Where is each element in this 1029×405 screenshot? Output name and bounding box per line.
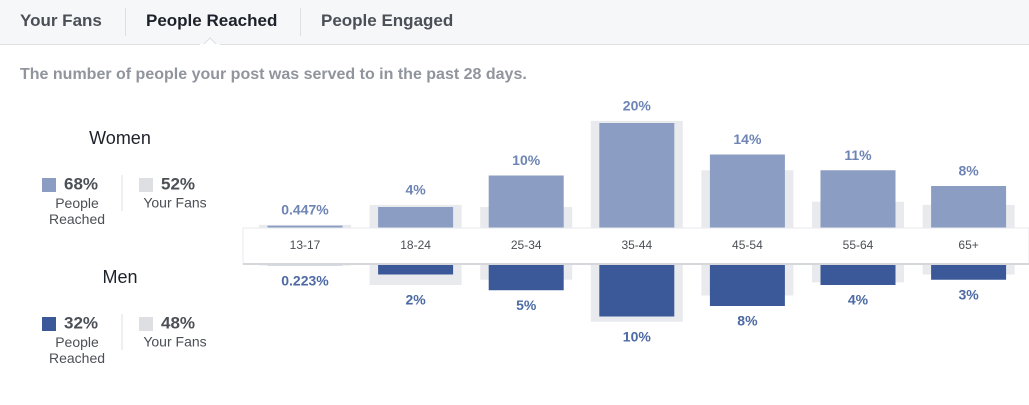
people-reached-bar [599,264,675,317]
value-label: 3% [958,286,979,302]
value-label: 0.223% [281,272,329,288]
people-reached-bar [488,264,564,291]
value-label: 10% [512,152,541,168]
category-label: 65+ [958,238,978,252]
value-label: 8% [958,163,979,179]
people-reached-bar [931,264,1007,280]
legend-swatch [139,178,153,192]
tab[interactable]: Your Fans [20,11,102,30]
legend-share: 32% [64,313,98,332]
legend-group-title: Women [89,128,151,148]
category-label: 13-17 [290,238,321,252]
legend-swatch [42,178,56,192]
category-label: 18-24 [400,238,431,252]
legend-swatch [42,317,56,331]
people-reached-bar [599,123,675,228]
active-tab-pointer [201,37,219,46]
tab-bar: Your Fans People Reached People Engaged [0,0,1029,45]
category-label: 45-54 [732,238,763,252]
legend-label: People Reached [49,334,105,366]
people-reached-bar [931,186,1007,228]
legend-share: 52% [161,174,195,193]
legend-share: 68% [64,174,98,193]
people-reached-bar [820,170,896,228]
value-label: 8% [737,313,758,329]
category-strip [242,227,1029,265]
value-label: 4% [405,182,426,198]
category-label: 35-44 [621,238,652,252]
value-label: 2% [405,292,426,308]
value-label: 0.447% [281,202,329,218]
value-label: 14% [733,131,762,147]
tab-separator [300,8,301,36]
subtitle: The number of people your post was serve… [20,66,527,83]
tab-separator [125,8,126,36]
category-label: 55-64 [843,238,874,252]
legend-label: Your Fans [143,195,206,211]
legend-swatch [139,317,153,331]
value-label: 5% [516,297,537,313]
people-reached-bar [378,207,454,228]
category-label: 25-34 [511,238,542,252]
pointer-mask [200,44,220,46]
people-reached-bar [378,264,454,275]
tab[interactable]: People Engaged [321,11,454,30]
legend-label: People Reached [49,195,105,227]
value-label: 10% [623,328,652,344]
people-reached-bar [820,264,896,285]
value-label: 20% [623,98,652,114]
value-label: 4% [848,292,869,308]
people-reached-bar [709,154,785,228]
people-reached-bar [709,264,785,306]
legend-group-title: Men [102,267,137,287]
people-reached-bar [488,175,564,228]
value-label: 11% [844,147,872,163]
tab[interactable]: People Reached [146,11,278,30]
legend-share: 48% [161,313,195,332]
people-reached-bar [267,225,343,228]
legend-label: Your Fans [143,334,206,350]
